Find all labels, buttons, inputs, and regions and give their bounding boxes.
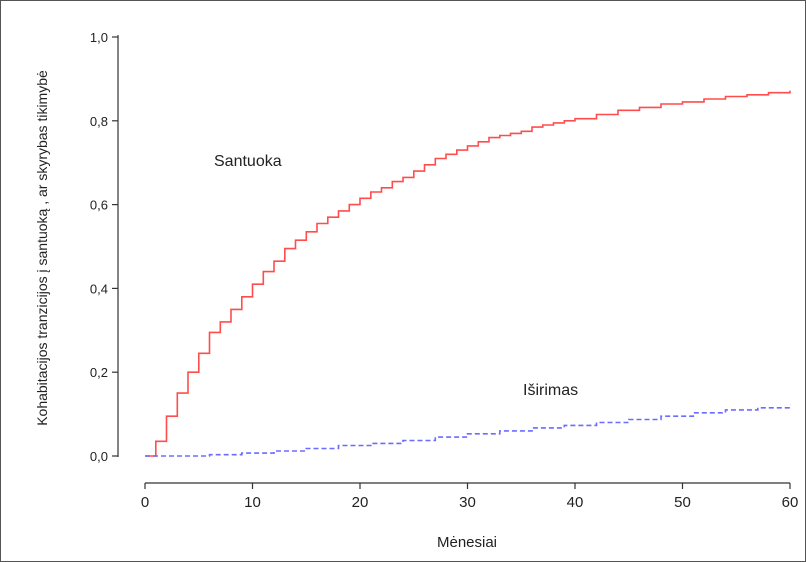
x-axis-label: Mėnesiai: [437, 534, 497, 551]
x-tick-label: 20: [352, 494, 369, 511]
y-axis-label: Kohabitacijos tranzicijos į santuoką , a…: [34, 70, 50, 426]
x-tick-label: 30: [459, 494, 476, 511]
y-tick-label: 0,8: [90, 114, 108, 129]
x-tick-label: 60: [782, 494, 799, 511]
y-tick-label: 0,6: [90, 198, 108, 213]
x-tick-label: 40: [567, 494, 584, 511]
series-line-santuoka: [145, 90, 791, 457]
y-tick-label: 1,0: [90, 30, 108, 45]
x-tick-label: 0: [141, 494, 149, 511]
series-label-santuoka: Santuoka: [214, 153, 282, 170]
series-line-isirimas: [145, 404, 791, 457]
series-label-isirimas: Iširimas: [523, 382, 578, 399]
y-tick-label: 0,2: [90, 365, 108, 380]
y-tick-label: 0,0: [90, 449, 108, 464]
x-tick-label: 10: [244, 494, 261, 511]
y-tick-label: 0,4: [90, 281, 108, 296]
x-tick-label: 50: [674, 494, 691, 511]
axes: 0,0 0,2 0,4 0,6 0,8 1,0 0 10 20 30 40 50 60: [90, 30, 798, 511]
series-layer: [145, 90, 791, 457]
labels: Mėnesiai Kohabitacijos tranzicijos į san…: [34, 70, 578, 551]
